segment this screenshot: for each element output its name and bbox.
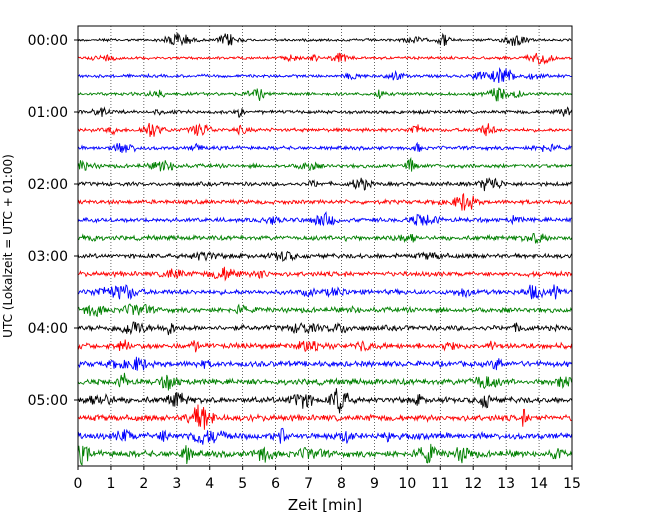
x-tick-label: 2 [139, 476, 148, 492]
seismogram-trace [77, 106, 573, 118]
x-tick-label: 15 [563, 476, 581, 492]
seismogram-trace [77, 211, 572, 227]
seismogram-trace [77, 141, 572, 154]
x-tick-label: 4 [205, 476, 214, 492]
seismogram-trace [77, 443, 573, 466]
seismogram-trace [77, 67, 572, 84]
x-tick-label: 0 [74, 476, 83, 492]
seismogram-trace [77, 388, 573, 414]
x-axis-ticks: 0 1 2 3 4 5 6 7 8 9 10 11 12 13 14 15 [74, 466, 581, 492]
x-tick-label: 8 [337, 476, 346, 492]
seismogram-trace [77, 303, 573, 318]
seismogram-trace [77, 372, 573, 391]
seismogram-trace [77, 250, 573, 262]
x-tick-label: 10 [398, 476, 416, 492]
y-tick-label: 04:00 [28, 321, 68, 337]
x-tick-label: 11 [431, 476, 449, 492]
seismogram-trace [77, 32, 572, 47]
seismogram-trace [77, 356, 572, 371]
x-tick-label: 1 [106, 476, 115, 492]
seismogram-trace [77, 266, 573, 282]
seismogram-trace [77, 427, 573, 445]
x-tick-label: 7 [304, 476, 313, 492]
seismogram-trace [77, 321, 572, 336]
seismogram-trace [77, 192, 573, 211]
seismogram-trace [77, 87, 572, 102]
seismogram-trace [77, 284, 573, 301]
y-tick-label: 01:00 [28, 105, 68, 121]
x-axis-label: Zeit [min] [288, 496, 362, 514]
plot-frame [77, 25, 573, 467]
y-tick-label: 05:00 [28, 393, 68, 409]
seismogram-trace [77, 233, 573, 245]
y-axis-label: UTC (Lokalzeit = UTC + 01:00) [1, 154, 15, 338]
y-tick-label: 00:00 [28, 33, 68, 49]
x-tick-label: 5 [238, 476, 247, 492]
seismogram-trace [77, 339, 573, 353]
x-tick-label: 3 [172, 476, 181, 492]
x-tick-label: 6 [271, 476, 280, 492]
x-tick-label: 13 [497, 476, 515, 492]
x-tick-label: 9 [370, 476, 379, 492]
seismogram-traces [77, 32, 573, 466]
seismogram-trace [77, 157, 572, 172]
y-tick-label: 03:00 [28, 249, 68, 265]
x-tick-label: 12 [464, 476, 482, 492]
seismogram-trace [77, 122, 572, 137]
seismogram-trace [77, 177, 572, 192]
x-tick-label: 14 [530, 476, 548, 492]
seismogram-trace [77, 404, 572, 430]
y-tick-label: 02:00 [28, 177, 68, 193]
y-axis-ticks: 00:00 01:00 02:00 03:00 04:00 05:00 [28, 33, 78, 409]
seismogram-trace [77, 52, 572, 65]
